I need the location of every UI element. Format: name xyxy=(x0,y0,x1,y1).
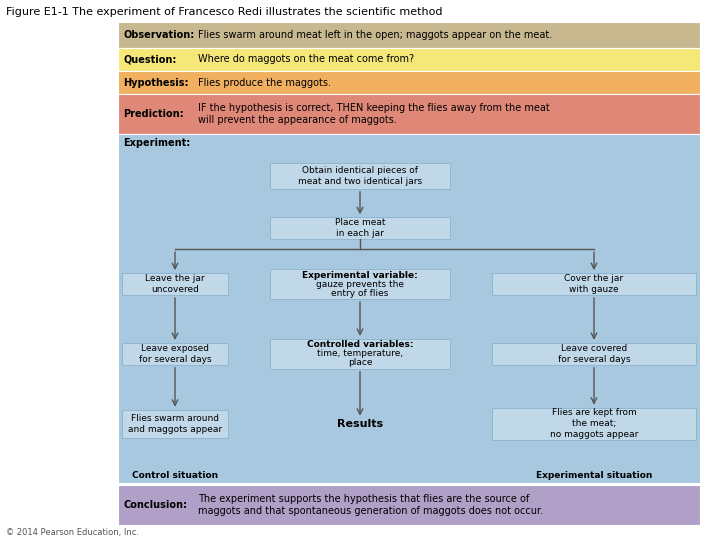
Text: Flies produce the maggots.: Flies produce the maggots. xyxy=(198,78,331,87)
FancyBboxPatch shape xyxy=(118,71,700,94)
Text: Question:: Question: xyxy=(123,55,176,64)
Text: gauze prevents the: gauze prevents the xyxy=(316,280,404,288)
FancyBboxPatch shape xyxy=(492,273,696,295)
Text: Cover the jar
with gauze: Cover the jar with gauze xyxy=(564,274,624,294)
Text: The experiment supports the hypothesis that flies are the source of
maggots and : The experiment supports the hypothesis t… xyxy=(198,494,543,516)
Text: Experimental situation: Experimental situation xyxy=(536,470,652,480)
FancyBboxPatch shape xyxy=(118,485,700,525)
FancyBboxPatch shape xyxy=(122,410,228,437)
Text: Flies swarm around meat left in the open; maggots appear on the meat.: Flies swarm around meat left in the open… xyxy=(198,30,552,40)
Text: time, temperature,: time, temperature, xyxy=(317,349,403,359)
Text: Obtain identical pieces of
meat and two identical jars: Obtain identical pieces of meat and two … xyxy=(298,166,422,186)
Text: Controlled variables:: Controlled variables: xyxy=(307,340,413,349)
Text: Experimental variable:: Experimental variable: xyxy=(302,271,418,280)
Text: Place meat
in each jar: Place meat in each jar xyxy=(335,218,385,238)
FancyBboxPatch shape xyxy=(270,339,450,369)
Text: entry of flies: entry of flies xyxy=(331,288,389,298)
Text: Flies are kept from
the meat;
no maggots appear: Flies are kept from the meat; no maggots… xyxy=(550,408,638,439)
Text: Conclusion:: Conclusion: xyxy=(123,500,187,510)
FancyBboxPatch shape xyxy=(270,217,450,239)
Text: Control situation: Control situation xyxy=(132,470,218,480)
Text: Results: Results xyxy=(337,418,383,429)
Text: place: place xyxy=(348,359,372,367)
FancyBboxPatch shape xyxy=(118,22,700,48)
FancyBboxPatch shape xyxy=(492,408,696,440)
Text: Leave the jar
uncovered: Leave the jar uncovered xyxy=(145,274,204,294)
FancyBboxPatch shape xyxy=(118,94,700,134)
Text: IF the hypothesis is correct, THEN keeping the flies away from the meat
will pre: IF the hypothesis is correct, THEN keepi… xyxy=(198,103,550,125)
Text: Leave exposed
for several days: Leave exposed for several days xyxy=(139,344,211,364)
Text: Experiment:: Experiment: xyxy=(123,138,190,148)
Text: Where do maggots on the meat come from?: Where do maggots on the meat come from? xyxy=(198,55,414,64)
FancyBboxPatch shape xyxy=(118,134,700,483)
FancyBboxPatch shape xyxy=(122,273,228,295)
Text: Leave covered
for several days: Leave covered for several days xyxy=(558,344,630,364)
Text: Prediction:: Prediction: xyxy=(123,109,184,119)
Text: Flies swarm around
and maggots appear: Flies swarm around and maggots appear xyxy=(128,414,222,434)
FancyBboxPatch shape xyxy=(270,269,450,299)
Text: Observation:: Observation: xyxy=(123,30,194,40)
FancyBboxPatch shape xyxy=(122,343,228,365)
FancyBboxPatch shape xyxy=(270,163,450,189)
FancyBboxPatch shape xyxy=(492,343,696,365)
Text: Hypothesis:: Hypothesis: xyxy=(123,78,189,87)
Text: © 2014 Pearson Education, Inc.: © 2014 Pearson Education, Inc. xyxy=(6,528,139,537)
Text: Figure E1-1 The experiment of Francesco Redi illustrates the scientific method: Figure E1-1 The experiment of Francesco … xyxy=(6,7,443,17)
FancyBboxPatch shape xyxy=(118,48,700,71)
